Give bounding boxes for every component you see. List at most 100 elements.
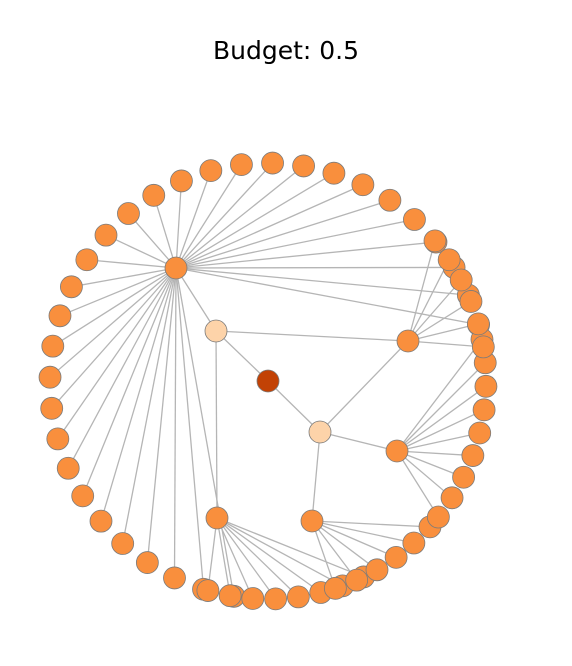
edge-leaf-3 xyxy=(146,267,177,563)
edge-leaf-30 xyxy=(175,267,479,326)
leaf-node xyxy=(322,161,346,185)
leaf-node xyxy=(292,154,316,178)
edge-leaf-38 xyxy=(207,517,218,591)
edge-leaf-31 xyxy=(216,517,364,578)
leaf-node xyxy=(471,335,495,359)
leaf-node xyxy=(60,275,83,299)
root-node xyxy=(256,369,280,393)
edge-leaf-12 xyxy=(59,267,177,317)
leaf-node xyxy=(261,151,284,175)
edge-A-hubTop xyxy=(175,267,217,332)
leaf-node xyxy=(40,396,64,420)
edge-leaf-44 xyxy=(311,520,336,589)
edge-leaf-39 xyxy=(311,520,431,528)
edge-leaf-15 xyxy=(105,234,177,269)
leaf-node xyxy=(48,304,72,328)
edge-leaf-21 xyxy=(175,162,274,269)
edge-leaf-57 xyxy=(407,300,472,342)
edge-leaf-10 xyxy=(49,267,177,378)
edge-leaf-19 xyxy=(175,170,212,269)
edge-leaf-40 xyxy=(311,520,415,544)
edge-leaf-8 xyxy=(57,267,177,440)
edge-B-hubLower xyxy=(319,431,398,452)
leaf-node xyxy=(402,531,426,555)
edge-leaf-1 xyxy=(175,267,205,590)
leaf-node xyxy=(378,188,402,212)
leaf-node xyxy=(196,579,220,602)
edge-leaf-52 xyxy=(396,450,453,499)
leaf-node xyxy=(426,505,450,529)
edge-root-A xyxy=(215,330,269,382)
edge-leaf-25 xyxy=(175,199,391,269)
edge-leaf-27 xyxy=(175,241,437,269)
leaf-node xyxy=(230,153,253,177)
leaf-node xyxy=(459,290,483,313)
leaf-node xyxy=(472,398,496,422)
leaf-node xyxy=(466,312,490,336)
edge-A-hubBottom xyxy=(215,330,218,519)
leaf-node xyxy=(474,374,498,398)
leaf-node xyxy=(163,566,186,590)
edge-leaf-35 xyxy=(216,517,277,600)
edge-leaf-41 xyxy=(311,520,397,558)
edge-leaf-47 xyxy=(396,385,487,452)
edge-leaf-46 xyxy=(396,362,486,452)
leaf-node xyxy=(111,532,135,555)
leaf-node xyxy=(452,465,476,489)
edge-leaf-29 xyxy=(175,267,469,296)
edge-leaf-6 xyxy=(82,267,177,497)
leaf-node xyxy=(345,568,369,592)
edge-leaf-58 xyxy=(407,323,479,342)
leaf-node xyxy=(41,334,65,358)
graph-edges xyxy=(49,162,487,600)
figure-title: Budget: 0.5 xyxy=(212,36,360,65)
edge-leaf-54 xyxy=(407,240,436,342)
edge-leaf-11 xyxy=(52,267,177,347)
edge-leaf-56 xyxy=(407,279,462,342)
edge-leaf-17 xyxy=(153,195,177,269)
leaf-node xyxy=(264,587,288,611)
edge-leaf-59 xyxy=(407,340,484,348)
leaf-node xyxy=(241,587,265,610)
edge-leaf-53 xyxy=(396,450,439,518)
edge-A-hubRight xyxy=(215,330,409,342)
edge-leaf-0 xyxy=(175,267,235,597)
leaf-node xyxy=(56,456,80,480)
hub-node-hubLower xyxy=(385,439,409,463)
leaf-node xyxy=(71,484,95,508)
leaf-node xyxy=(403,208,426,231)
leaf-node xyxy=(423,229,447,253)
leaf-node xyxy=(437,248,461,272)
edge-leaf-4 xyxy=(122,267,177,544)
edge-leaf-37 xyxy=(216,517,231,596)
leaf-node xyxy=(89,509,113,533)
hub-node-hubBottom xyxy=(205,506,229,530)
edge-leaf-26 xyxy=(175,218,415,269)
level1-node-A xyxy=(204,319,228,343)
edge-leaf-36 xyxy=(216,517,254,599)
edge-leaf-18 xyxy=(175,180,183,269)
leaf-node xyxy=(142,183,166,207)
edge-leaf-43 xyxy=(311,520,358,581)
leaf-node xyxy=(384,545,408,569)
leaf-node xyxy=(46,427,70,451)
level1-node-B xyxy=(308,420,332,444)
graph-nodes xyxy=(38,151,498,611)
leaf-node xyxy=(461,444,485,467)
leaf-node xyxy=(351,173,375,197)
edge-leaf-2 xyxy=(173,267,177,578)
leaf-node xyxy=(199,159,223,183)
leaf-node xyxy=(94,223,118,247)
edge-leaf-22 xyxy=(175,165,305,269)
edge-root-B xyxy=(267,380,321,433)
edge-leaf-7 xyxy=(67,267,177,469)
edge-leaf-32 xyxy=(216,517,343,587)
hub-node-hubMid xyxy=(300,509,324,533)
leaf-node xyxy=(38,365,62,389)
edge-leaf-33 xyxy=(216,517,322,594)
hub-node-hubRight xyxy=(396,329,420,353)
edge-leaf-20 xyxy=(175,164,242,269)
edge-leaf-16 xyxy=(127,213,177,269)
edge-leaf-24 xyxy=(175,184,364,269)
